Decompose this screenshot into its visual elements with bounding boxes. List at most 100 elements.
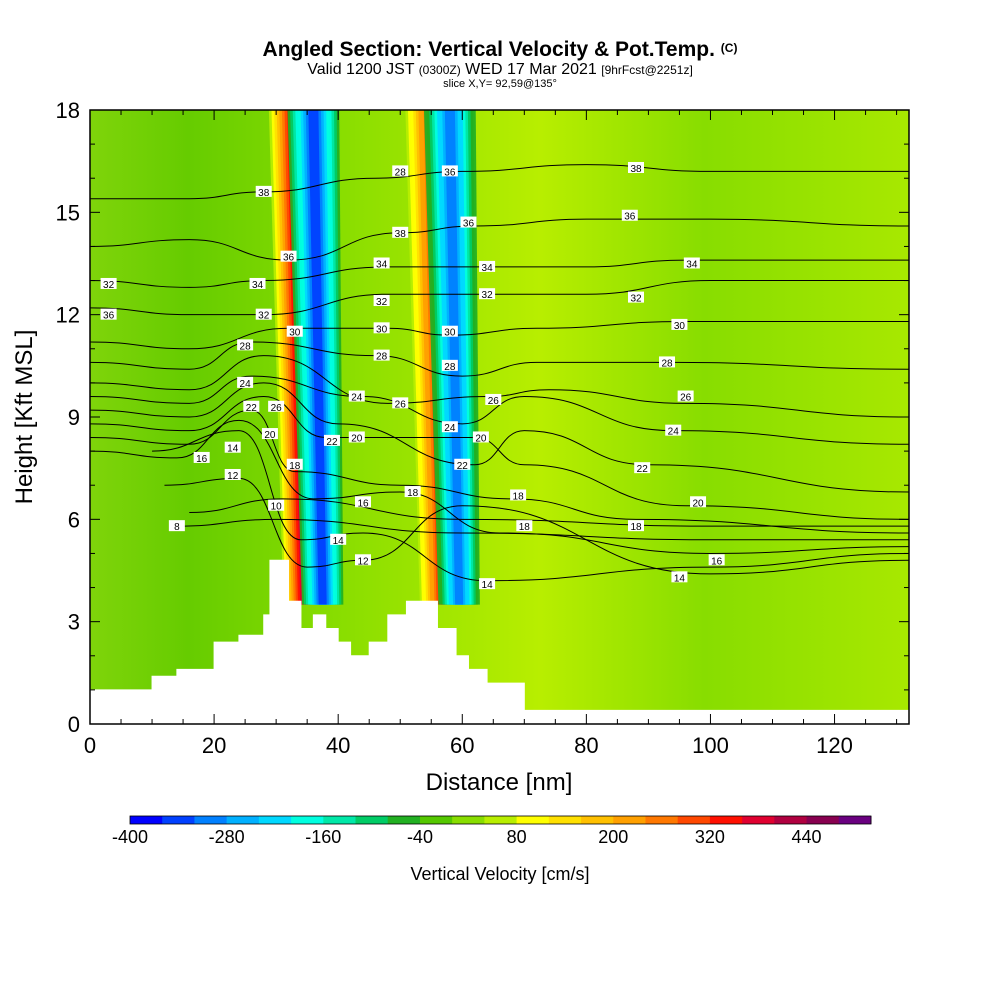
contour-label: 32 xyxy=(255,308,272,322)
contour-label: 16 xyxy=(708,554,725,567)
colorbar-swatch xyxy=(709,816,743,824)
isotherm-24 xyxy=(90,375,909,445)
colorbar-swatch xyxy=(387,816,421,824)
contour-label-bg xyxy=(348,390,365,402)
contour-label-bg xyxy=(193,451,210,463)
contour-label: 18 xyxy=(510,489,527,502)
contour-label-text: 36 xyxy=(463,219,475,230)
contour-label-text: 14 xyxy=(333,536,345,547)
contour-label-bg xyxy=(479,578,496,590)
contour-label-text: 28 xyxy=(376,352,388,363)
contour-label-text: 36 xyxy=(283,253,295,264)
contour-label-text: 22 xyxy=(246,403,258,414)
contour-label-text: 34 xyxy=(376,260,388,271)
contour-label: 36 xyxy=(621,209,638,223)
contour-label: 28 xyxy=(392,165,409,178)
contour-label: 36 xyxy=(441,165,458,178)
contour-label-bg xyxy=(280,250,297,262)
contour-label-text: 30 xyxy=(444,328,456,339)
contour-label-text: 28 xyxy=(444,362,456,373)
contour-label-text: 38 xyxy=(395,229,407,240)
contour-label: 30 xyxy=(373,322,390,335)
velocity-field xyxy=(90,110,909,724)
contour-label-bg xyxy=(373,322,390,334)
contour-label-text: 26 xyxy=(395,399,407,410)
colorbar-swatch xyxy=(613,816,646,824)
terrain xyxy=(90,559,909,724)
contour-label-text: 14 xyxy=(482,580,494,591)
contour-label-bg xyxy=(243,400,260,412)
contour-label-text: 18 xyxy=(289,461,301,472)
colorbar-swatch xyxy=(742,816,775,824)
y-tick-label: 18 xyxy=(56,98,80,123)
isotherm-12 xyxy=(164,477,909,575)
contour-label-text: 26 xyxy=(680,393,692,404)
valid-zulu: (0300Z) xyxy=(418,63,461,77)
contour-label: 14 xyxy=(671,571,688,584)
contour-label-text: 10 xyxy=(271,502,283,513)
colorbar-tick-label: 320 xyxy=(695,827,725,847)
isotherm-30 xyxy=(90,320,909,350)
contour-label: 22 xyxy=(634,462,651,475)
x-tick-label: 40 xyxy=(326,733,350,758)
contour-label-text: 16 xyxy=(711,556,723,567)
field-background xyxy=(90,110,909,724)
contour-label-text: 18 xyxy=(407,488,419,499)
contour-label-bg xyxy=(472,431,489,443)
contour-label-text: 32 xyxy=(258,311,270,322)
contour-label-text: 16 xyxy=(357,498,369,509)
contour-label-text: 30 xyxy=(289,328,301,339)
contour-label-bg xyxy=(261,428,278,440)
contour-label: 30 xyxy=(286,325,303,339)
contour-label-text: 38 xyxy=(258,188,270,199)
chart-title-text: Angled Section: Vertical Velocity & Pot.… xyxy=(262,38,715,61)
contour-label: 28 xyxy=(441,359,458,373)
colorbar-swatch xyxy=(452,816,485,824)
contour-label-bg xyxy=(224,468,241,480)
contour-label-bg xyxy=(237,376,254,388)
forecast-run: [9hrFcst@2251z] xyxy=(601,63,693,77)
colorbar-swatch xyxy=(291,816,324,824)
contour-labels: 32 36 38 36 34 32 30 28 24 22 26 20 16 14 12 18 10 8 28 36 3… xyxy=(100,161,725,591)
contour-label-bg xyxy=(441,165,458,177)
contour-label-text: 24 xyxy=(351,393,363,404)
contour-label-bg xyxy=(330,533,347,545)
contour-label: 8 xyxy=(168,520,185,533)
contour-label-bg xyxy=(355,496,371,508)
contour-label-text: 20 xyxy=(351,433,363,444)
contour-label-bg xyxy=(224,441,241,453)
contour-label-bg xyxy=(634,462,651,474)
contour-label-text: 16 xyxy=(196,454,208,465)
colorbar-tick-label: 440 xyxy=(792,827,822,847)
contour-label: 30 xyxy=(671,318,688,332)
contour-label: 38 xyxy=(392,226,409,240)
contour-label-bg xyxy=(100,277,117,289)
contour-label-text: 18 xyxy=(519,522,531,533)
contour-label: 24 xyxy=(348,390,365,404)
colorbar-tick-label: -400 xyxy=(112,827,148,847)
contour-label-bg xyxy=(690,496,707,508)
contour-label-bg xyxy=(392,165,409,177)
contour-label-text: 14 xyxy=(227,444,239,455)
contour-label: 36 xyxy=(100,308,117,322)
contour-label-bg xyxy=(348,431,365,443)
contour-label-bg xyxy=(100,308,117,320)
contour-label: 24 xyxy=(237,376,254,390)
contour-label: 20 xyxy=(690,496,707,509)
contour-label-bg xyxy=(628,291,644,303)
contour-label-text: 20 xyxy=(692,498,704,509)
colorbar-swatch xyxy=(516,816,550,824)
x-tick-label: 100 xyxy=(692,733,729,758)
contour-label: 34 xyxy=(683,257,700,271)
contour-label-bg xyxy=(708,554,725,566)
x-tick-label: 120 xyxy=(816,733,853,758)
y-tick-label: 15 xyxy=(56,200,80,225)
x-tick-label: 80 xyxy=(574,733,598,758)
contour-label-bg xyxy=(404,486,421,498)
contour-label: 16 xyxy=(193,451,210,465)
chart-title: Angled Section: Vertical Velocity & Pot.… xyxy=(0,38,1000,62)
contour-label-bg xyxy=(683,257,700,269)
valid-date: WED 17 Mar 2021 xyxy=(465,61,597,78)
contour-label: 14 xyxy=(330,533,347,547)
